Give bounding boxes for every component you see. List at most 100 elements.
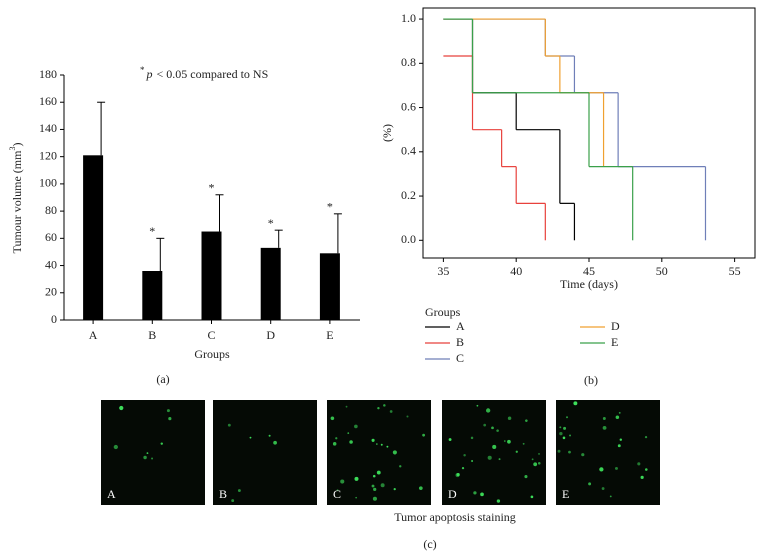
stain-dot	[376, 443, 378, 445]
y-tick-label: 120	[39, 148, 57, 162]
y-tick-label: 80	[45, 203, 57, 217]
y-tick-label: 0.6	[401, 99, 416, 113]
y-tick-label: 0	[51, 312, 57, 326]
stain-dot	[533, 462, 538, 467]
stain-dot	[463, 454, 466, 457]
stain-dot	[268, 434, 271, 437]
stain-dot	[146, 452, 149, 455]
stain-dot	[530, 495, 534, 499]
x-tick-label: 40	[510, 264, 522, 278]
y-tick-label: 0.8	[401, 55, 416, 69]
annotation-star: *	[140, 65, 145, 75]
stain-dot	[568, 450, 571, 454]
stain-dot	[602, 417, 606, 420]
x-tick-label: D	[266, 328, 275, 342]
stain-dot	[538, 453, 540, 455]
stain-dot	[602, 425, 607, 430]
legend-label: E	[611, 335, 618, 349]
legend-label: A	[456, 319, 465, 333]
stain-dot	[522, 442, 525, 445]
stain-dot	[644, 468, 648, 471]
stain-dot	[160, 442, 163, 445]
stain-dot	[498, 458, 501, 461]
stain-dot	[151, 457, 154, 460]
stain-dot	[448, 438, 452, 441]
stain-dot	[480, 492, 484, 497]
y-tick-label: 140	[39, 121, 57, 135]
stain-dot	[377, 406, 380, 410]
stain-dot	[470, 436, 474, 440]
micrograph	[556, 400, 660, 505]
panel-label: (b)	[584, 373, 598, 387]
stain-dot	[599, 467, 604, 472]
stain-dot	[476, 404, 479, 407]
y-tick-label: 160	[39, 94, 57, 108]
stain-dot	[496, 429, 499, 432]
stain-dot	[335, 437, 338, 440]
micrograph	[442, 400, 546, 505]
stain-dot	[640, 475, 644, 479]
stain-dot	[373, 487, 377, 491]
stain-dot	[456, 473, 460, 477]
stain-dot	[336, 489, 339, 492]
stain-dot	[617, 444, 621, 448]
stain-dot	[614, 466, 618, 470]
stain-dot	[581, 453, 585, 457]
stain-dot	[345, 405, 348, 408]
stain-dot	[562, 436, 566, 440]
stain-dot	[566, 416, 569, 419]
image-label: E	[562, 487, 569, 501]
image-label: A	[107, 487, 116, 501]
stain-dot	[491, 426, 494, 430]
image-label: D	[448, 487, 457, 501]
stain-dot	[237, 489, 241, 492]
x-tick-label: A	[89, 328, 98, 342]
image-label: C	[333, 487, 341, 501]
stain-dot	[231, 499, 235, 503]
legend-label: C	[456, 351, 464, 365]
y-tick-label: 1.0	[401, 11, 416, 25]
stain-dot	[349, 440, 353, 444]
y-tick-label: 40	[45, 257, 57, 271]
stain-dot	[273, 440, 277, 445]
significance-marker: *	[209, 181, 215, 195]
y-tick-label: 0.2	[401, 188, 416, 202]
stain-dot	[393, 487, 396, 491]
image-label: B	[219, 487, 227, 501]
stain-dot	[406, 415, 409, 418]
stain-dot	[559, 426, 562, 429]
significance-marker: *	[149, 224, 155, 238]
stain-dot	[380, 443, 383, 446]
y-tick-label: 0.0	[401, 232, 416, 246]
stain-dot	[119, 405, 124, 411]
stain-dot	[473, 491, 477, 495]
stain-dot	[524, 475, 528, 479]
y-axis-label: (%)	[380, 124, 394, 142]
y-label-sup: 3	[8, 147, 17, 151]
stain-dot	[615, 415, 620, 419]
stain-dot	[392, 450, 397, 455]
bar	[142, 271, 163, 320]
stain-dot	[507, 416, 512, 421]
y-tick-label: 20	[45, 285, 57, 299]
x-tick-label: 45	[583, 264, 595, 278]
y-axis-label: Tumour volume (mm3)	[8, 143, 24, 254]
stain-dot	[227, 423, 231, 427]
y-label-part: Tumour volume (mm	[10, 150, 24, 254]
stain-dot	[347, 432, 350, 434]
stain-dot	[386, 445, 389, 448]
stain-dot	[461, 466, 465, 470]
stain-dot	[168, 417, 172, 421]
y-tick-label: 180	[39, 67, 57, 81]
stain-dot	[492, 444, 497, 449]
stain-dot	[601, 487, 605, 490]
stain-dot	[618, 411, 621, 414]
stain-dot	[483, 423, 487, 427]
legend-label: B	[456, 335, 464, 349]
stain-dot	[249, 436, 252, 439]
micrograph	[327, 400, 431, 505]
stain-dot	[383, 404, 386, 407]
stain-dot	[588, 482, 592, 486]
stain-dot	[531, 458, 534, 461]
